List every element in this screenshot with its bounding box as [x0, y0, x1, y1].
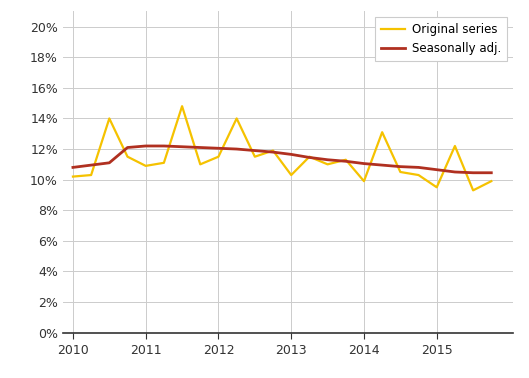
Seasonally adj. — [452, 170, 458, 174]
Seasonally adj. — [470, 170, 476, 175]
Line: Seasonally adj.: Seasonally adj. — [73, 146, 491, 173]
Original series — [343, 158, 349, 162]
Original series — [397, 170, 404, 174]
Original series — [161, 161, 167, 165]
Original series — [142, 164, 149, 168]
Seasonally adj. — [215, 146, 222, 150]
Original series — [270, 148, 276, 153]
Original series — [106, 116, 113, 121]
Seasonally adj. — [343, 159, 349, 164]
Seasonally adj. — [379, 163, 385, 167]
Seasonally adj. — [142, 144, 149, 148]
Seasonally adj. — [324, 158, 331, 162]
Seasonally adj. — [88, 163, 94, 167]
Original series — [233, 116, 240, 121]
Seasonally adj. — [434, 167, 440, 172]
Original series — [124, 155, 131, 159]
Original series — [470, 188, 476, 193]
Original series — [88, 173, 94, 177]
Original series — [379, 130, 385, 135]
Seasonally adj. — [415, 165, 422, 170]
Seasonally adj. — [306, 155, 313, 160]
Original series — [288, 173, 295, 177]
Seasonally adj. — [361, 161, 367, 166]
Original series — [70, 174, 76, 179]
Seasonally adj. — [124, 145, 131, 150]
Seasonally adj. — [288, 152, 295, 156]
Original series — [361, 179, 367, 183]
Legend: Original series, Seasonally adj.: Original series, Seasonally adj. — [376, 17, 507, 61]
Seasonally adj. — [179, 144, 185, 149]
Original series — [197, 162, 204, 167]
Original series — [324, 162, 331, 167]
Original series — [488, 179, 495, 183]
Seasonally adj. — [161, 144, 167, 148]
Original series — [179, 104, 185, 108]
Original series — [434, 185, 440, 189]
Seasonally adj. — [270, 150, 276, 154]
Seasonally adj. — [252, 148, 258, 153]
Seasonally adj. — [106, 161, 113, 165]
Original series — [306, 155, 313, 159]
Original series — [415, 173, 422, 177]
Original series — [215, 155, 222, 159]
Original series — [252, 155, 258, 159]
Seasonally adj. — [488, 170, 495, 175]
Line: Original series: Original series — [73, 106, 491, 191]
Seasonally adj. — [233, 147, 240, 151]
Seasonally adj. — [197, 145, 204, 150]
Original series — [452, 144, 458, 148]
Seasonally adj. — [397, 164, 404, 169]
Seasonally adj. — [70, 165, 76, 170]
